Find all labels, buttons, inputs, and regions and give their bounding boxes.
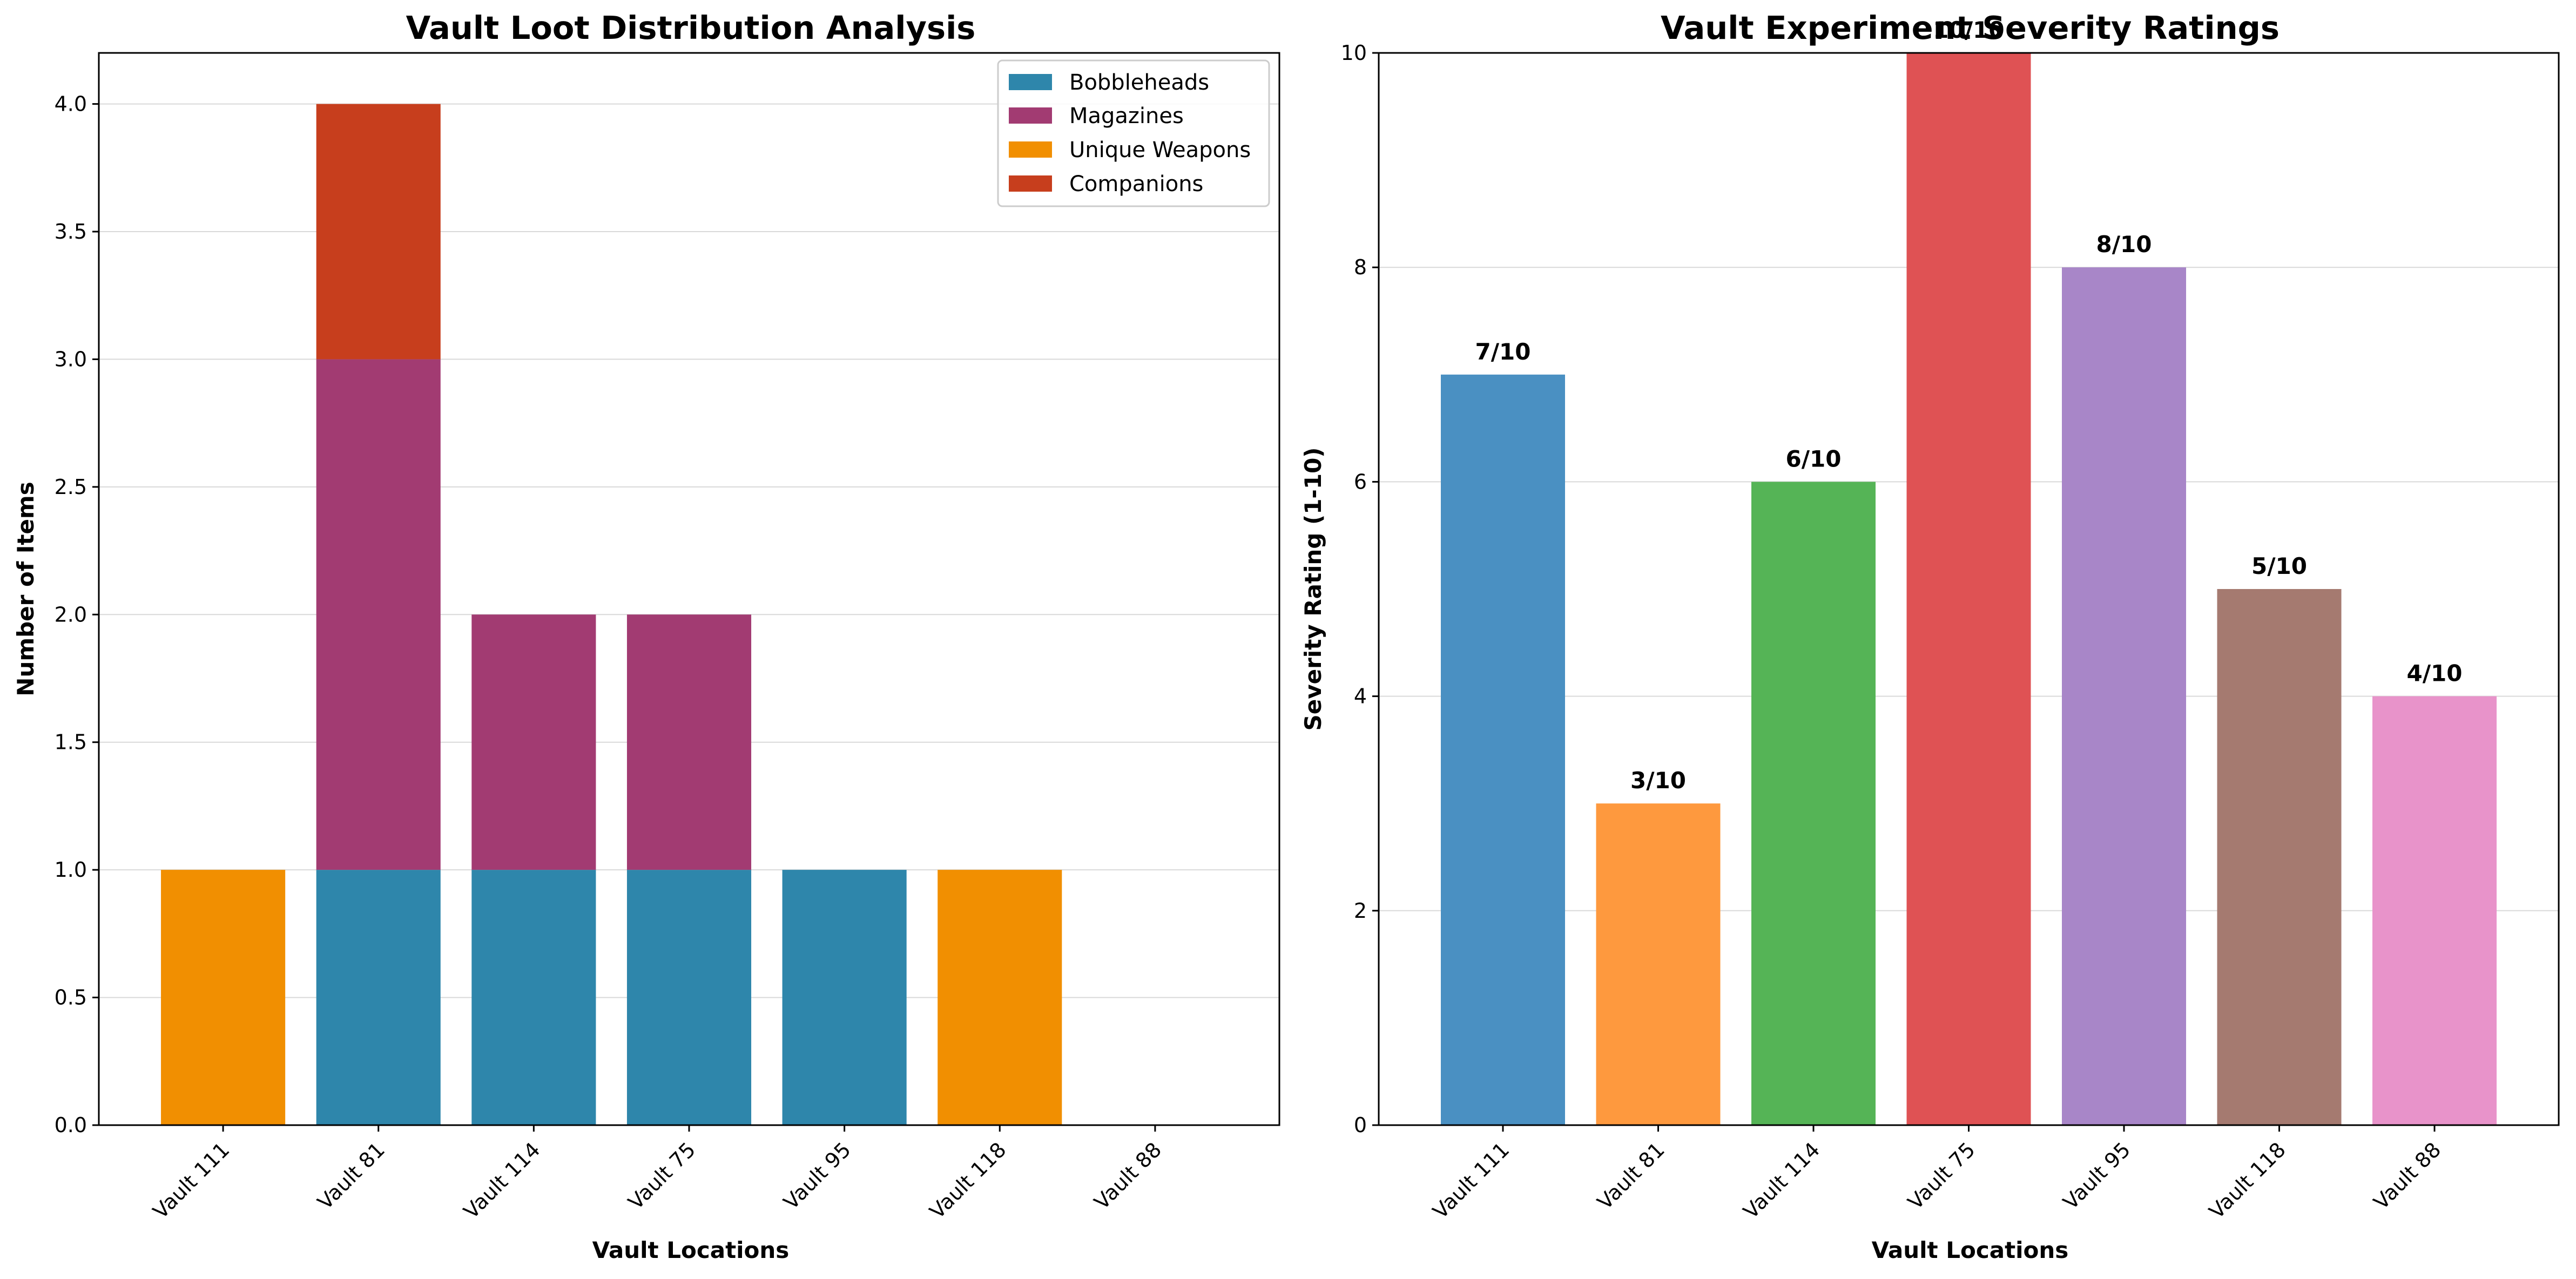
legend-swatch-bobbleheads xyxy=(1009,74,1052,90)
bar-unique-weapons-vault-118 xyxy=(938,870,1062,1125)
chart1-title: Vault Loot Distribution Analysis xyxy=(406,9,976,46)
legend-swatch-unique-weapons xyxy=(1009,141,1052,158)
chart2-y-tick-label: 10 xyxy=(1341,41,1367,65)
chart1-y-tick-label: 1.5 xyxy=(55,730,87,754)
chart1-y-ticks: 0.0 0.5 1.0 1.5 2.0 2.5 3.0 3.5 4.0 xyxy=(55,92,99,1137)
severity-bar-vault-95 xyxy=(2062,267,2186,1126)
chart2-bars xyxy=(1441,53,2497,1126)
legend-item-magazines: Magazines xyxy=(1009,104,1184,128)
legend-item-companions: Companions xyxy=(1009,172,1203,197)
chart1-bars xyxy=(161,104,1062,1125)
legend-swatch-magazines xyxy=(1009,107,1052,124)
chart2-y-tick-label: 2 xyxy=(1354,899,1367,923)
severity-label-vault-81: 3/10 xyxy=(1630,767,1686,794)
loot-distribution-chart: Vault Loot Distribution Analysis 0.0 0.5 1… xyxy=(12,9,1280,1263)
severity-bar-vault-114 xyxy=(1751,482,1876,1125)
legend-swatch-companions xyxy=(1009,175,1052,192)
severity-label-vault-118: 5/10 xyxy=(2251,553,2307,579)
legend-item-unique-weapons: Unique Weapons xyxy=(1009,138,1251,163)
chart1-y-tick-label: 2.5 xyxy=(55,475,87,499)
chart1-y-tick-label: 4.0 xyxy=(55,92,87,116)
chart2-title: Vault Experiment Severity Ratings xyxy=(1661,9,2280,46)
legend-label-bobbleheads: Bobbleheads xyxy=(1069,70,1209,95)
severity-label-vault-111: 7/10 xyxy=(1475,339,1530,365)
chart2-y-tick-label: 4 xyxy=(1354,685,1367,708)
severity-label-vault-95: 8/10 xyxy=(2096,231,2152,258)
chart2-y-tick-label: 8 xyxy=(1354,255,1367,279)
legend-label-unique-weapons: Unique Weapons xyxy=(1069,138,1251,163)
chart1-y-tick-label: 0.0 xyxy=(55,1113,87,1137)
chart2-y-tick-label: 0 xyxy=(1354,1113,1367,1137)
bar-bobbleheads-vault-114 xyxy=(471,870,596,1125)
bar-magazines-vault-81 xyxy=(316,359,441,870)
severity-bar-vault-111 xyxy=(1441,374,1565,1125)
severity-label-vault-88: 4/10 xyxy=(2406,660,2462,687)
severity-bar-vault-75 xyxy=(1906,53,2031,1125)
bar-companions-vault-81 xyxy=(316,104,441,360)
chart1-y-tick-label: 2.0 xyxy=(55,603,87,626)
chart1-y-tick-label: 3.0 xyxy=(55,347,87,371)
severity-label-vault-75: 10/10 xyxy=(1933,17,2004,43)
bar-magazines-vault-75 xyxy=(626,614,752,870)
legend-item-bobbleheads: Bobbleheads xyxy=(1009,70,1209,95)
chart1-x-axis-label: Vault Locations xyxy=(592,1237,790,1263)
chart1-y-tick-label: 0.5 xyxy=(55,986,87,1010)
bar-bobbleheads-vault-75 xyxy=(626,870,752,1125)
chart1-y-tick-label: 3.5 xyxy=(55,220,87,243)
legend-box xyxy=(997,59,1270,207)
legend-label-companions: Companions xyxy=(1069,172,1203,197)
severity-bar-vault-81 xyxy=(1596,803,1721,1125)
severity-bar-vault-88 xyxy=(2372,696,2497,1125)
chart1-y-tick-label: 1.0 xyxy=(55,858,87,882)
chart2-y-ticks: 0 2 4 6 8 10 xyxy=(1341,41,1379,1137)
bar-magazines-vault-114 xyxy=(471,614,596,870)
severity-bar-vault-118 xyxy=(2217,589,2342,1125)
chart2-y-tick-label: 6 xyxy=(1354,470,1367,493)
severity-ratings-chart: 7/10 3/10 6/10 10/10 8/10 5/10 4/10 Vault Expe… xyxy=(1300,9,2560,1263)
chart2-x-axis-label: Vault Locations xyxy=(1872,1237,2069,1263)
bar-bobbleheads-vault-81 xyxy=(316,870,441,1125)
chart1-legend: Bobbleheads Magazines Unique Weapons Com… xyxy=(997,59,1270,207)
chart1-y-axis-label: Number of Items xyxy=(12,482,39,696)
bar-bobbleheads-vault-95 xyxy=(782,870,907,1125)
legend-label-magazines: Magazines xyxy=(1069,104,1184,128)
severity-label-vault-114: 6/10 xyxy=(1785,445,1841,472)
chart2-y-axis-label: Severity Rating (1-10) xyxy=(1300,447,1326,730)
bar-unique-weapons-vault-111 xyxy=(161,870,286,1125)
chart2-data-labels: 7/10 3/10 6/10 10/10 8/10 5/10 4/10 xyxy=(1475,17,2462,794)
